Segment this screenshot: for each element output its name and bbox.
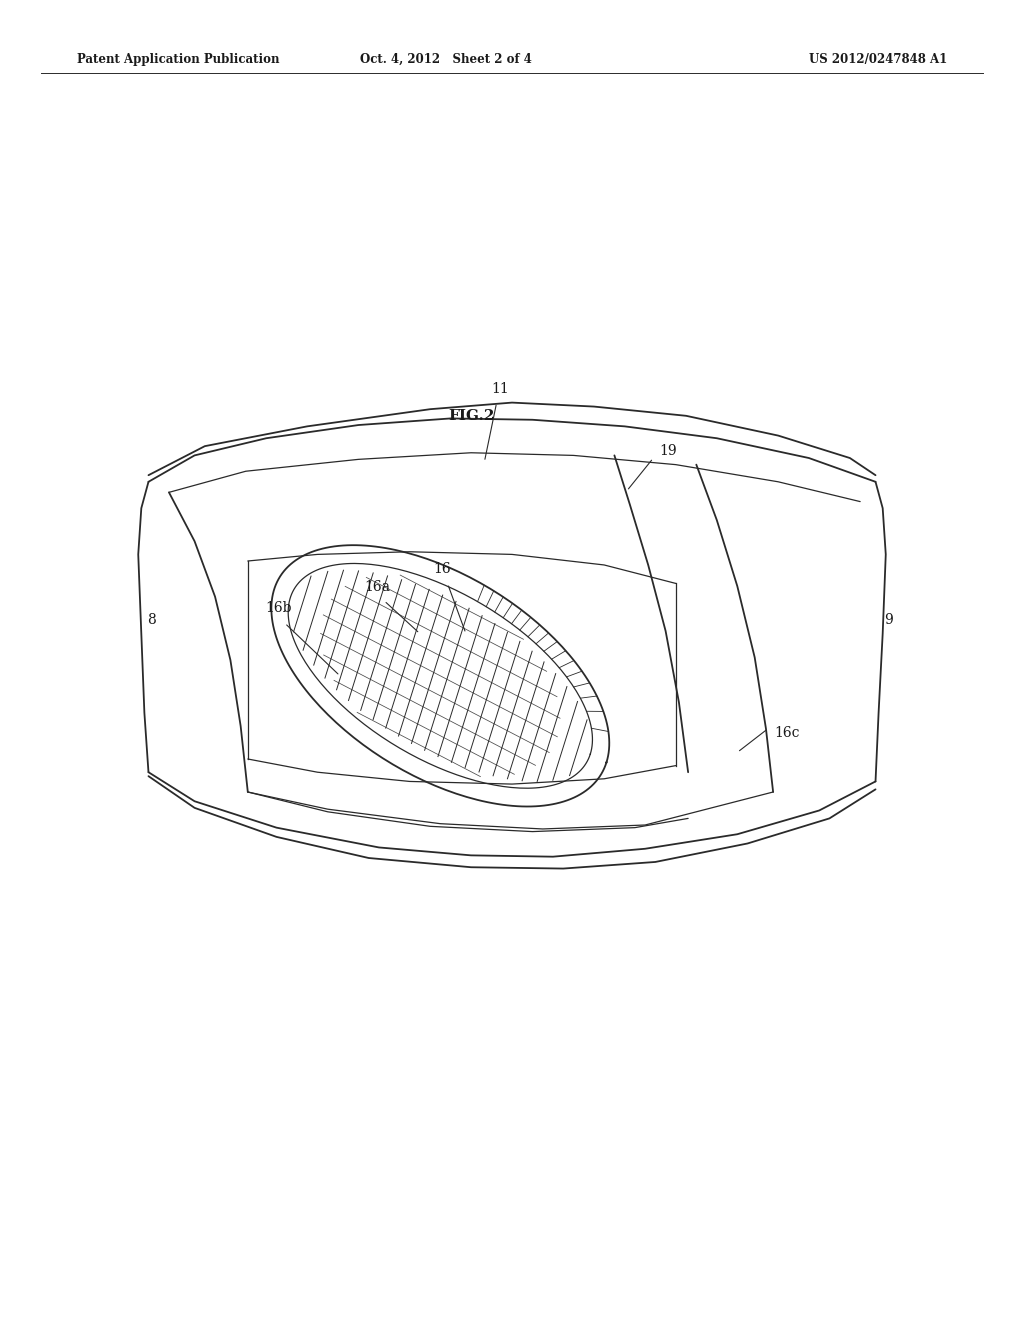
Text: 16b: 16b bbox=[265, 601, 292, 615]
Text: 16a: 16a bbox=[364, 579, 390, 594]
Text: FIG.2: FIG.2 bbox=[447, 409, 495, 422]
Text: 11: 11 bbox=[490, 381, 509, 396]
Text: 8: 8 bbox=[147, 614, 156, 627]
Text: US 2012/0247848 A1: US 2012/0247848 A1 bbox=[809, 53, 947, 66]
Text: 16: 16 bbox=[433, 561, 452, 576]
Text: Patent Application Publication: Patent Application Publication bbox=[77, 53, 280, 66]
Text: 19: 19 bbox=[659, 445, 677, 458]
Text: 9: 9 bbox=[885, 614, 893, 627]
Text: 16c: 16c bbox=[774, 726, 800, 739]
Text: Oct. 4, 2012   Sheet 2 of 4: Oct. 4, 2012 Sheet 2 of 4 bbox=[359, 53, 531, 66]
